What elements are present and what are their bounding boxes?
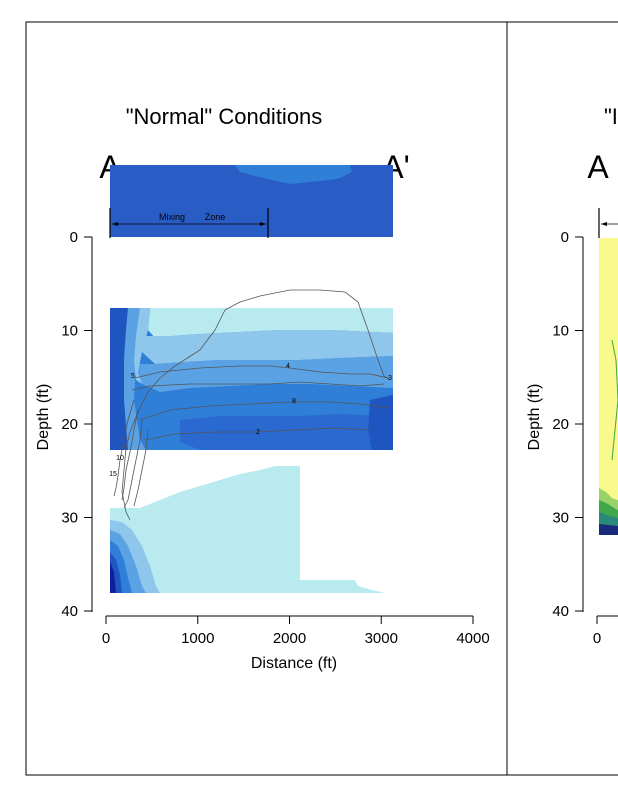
lower-section: [110, 466, 385, 593]
mixing-zone-annotation: Mixing Zone: [109, 208, 269, 238]
middle-left-edge-c2: [134, 308, 150, 384]
middle-left-edge-c5: [110, 308, 128, 450]
middle-right-edge-c5: [368, 395, 393, 450]
y-tick-label: 30: [61, 510, 78, 527]
surface-strip-base: [110, 165, 393, 237]
right-mixing-zone-arrow-left: [601, 222, 607, 226]
contour-label: 4: [286, 363, 290, 370]
left-x-axis: 0 1000 2000 3000 4000: [102, 615, 490, 647]
right-colored-field: [581, 238, 618, 600]
mixing-zone-text-right: Zone: [205, 212, 226, 222]
chart-title: "Normal" Conditions: [126, 104, 323, 129]
contour-label: 3: [388, 375, 392, 382]
middle-band-c4-lower: [180, 414, 393, 450]
contour-line-9: [133, 429, 149, 507]
y-tick-label: 10: [552, 323, 569, 340]
contour-label: 8: [292, 398, 296, 405]
mixing-zone-arrow-right: [260, 222, 266, 226]
contour-labels: 5 4 3 8 2 10 15: [109, 363, 392, 478]
x-tick-label: 0: [593, 630, 601, 647]
y-tick-label: 40: [61, 603, 78, 620]
right-section-start-label: A: [587, 149, 609, 185]
y-tick-label: 20: [552, 416, 569, 433]
middle-band-c3: [136, 356, 393, 392]
contour-line-6: [113, 399, 135, 497]
contour-line-2: [134, 365, 389, 379]
middle-band-c1: [148, 308, 393, 338]
lower-band-c1: [110, 466, 385, 593]
right-field-contour: [611, 339, 618, 461]
contour-line-7: [121, 409, 139, 501]
y-tick-label: 20: [61, 416, 78, 433]
contour-line-4: [139, 401, 391, 421]
middle-section: [110, 308, 393, 450]
surface-strip: [110, 165, 393, 237]
right-y-axis: 0 10 20 30 40: [552, 229, 584, 620]
contour-line-3: [131, 381, 385, 391]
right-x-axis: 0: [593, 615, 618, 647]
x-tick-label: 3000: [365, 630, 398, 647]
mixing-zone-text-left: Mixing: [159, 212, 185, 222]
contour-line-5: [144, 427, 371, 441]
right-y-axis-title: Depth (ft): [526, 384, 543, 451]
contour-line-8: [123, 419, 143, 509]
contour-label: 10: [116, 455, 124, 462]
x-axis-title: Distance (ft): [251, 655, 337, 672]
contour-line-outer: [224, 289, 391, 381]
y-tick-label: 40: [552, 603, 569, 620]
x-tick-label: 1000: [181, 630, 214, 647]
middle-band-c2: [140, 330, 393, 364]
x-tick-label: 0: [102, 630, 110, 647]
x-tick-label: 2000: [273, 630, 306, 647]
right-chart: "I A 0 10 20 30 40 0 Depth (ft): [526, 104, 618, 647]
left-y-axis: 0 10 20 30 40: [61, 229, 93, 620]
right-chart-title: "I: [604, 104, 618, 129]
y-tick-label: 0: [70, 229, 78, 246]
left-panel-frame: [25, 21, 508, 776]
x-tick-label: 4000: [456, 630, 489, 647]
contour-label: 2: [256, 429, 260, 436]
left-chart: "Normal" Conditions A A' Mixing Zone: [35, 104, 490, 672]
mixing-zone-arrow-left: [112, 222, 118, 226]
y-tick-label: 0: [561, 229, 569, 246]
y-tick-label: 10: [61, 323, 78, 340]
surface-strip-lighter-band: [235, 165, 352, 184]
y-tick-label: 30: [552, 510, 569, 527]
lower-band-c6: [110, 562, 116, 593]
y-axis-title: Depth (ft): [35, 384, 52, 451]
right-field-yellow: [599, 238, 618, 535]
contour-label: 15: [109, 471, 117, 478]
contour-lines: [113, 289, 391, 521]
right-field-navy: [599, 524, 618, 535]
contour-label: 5: [131, 373, 135, 380]
